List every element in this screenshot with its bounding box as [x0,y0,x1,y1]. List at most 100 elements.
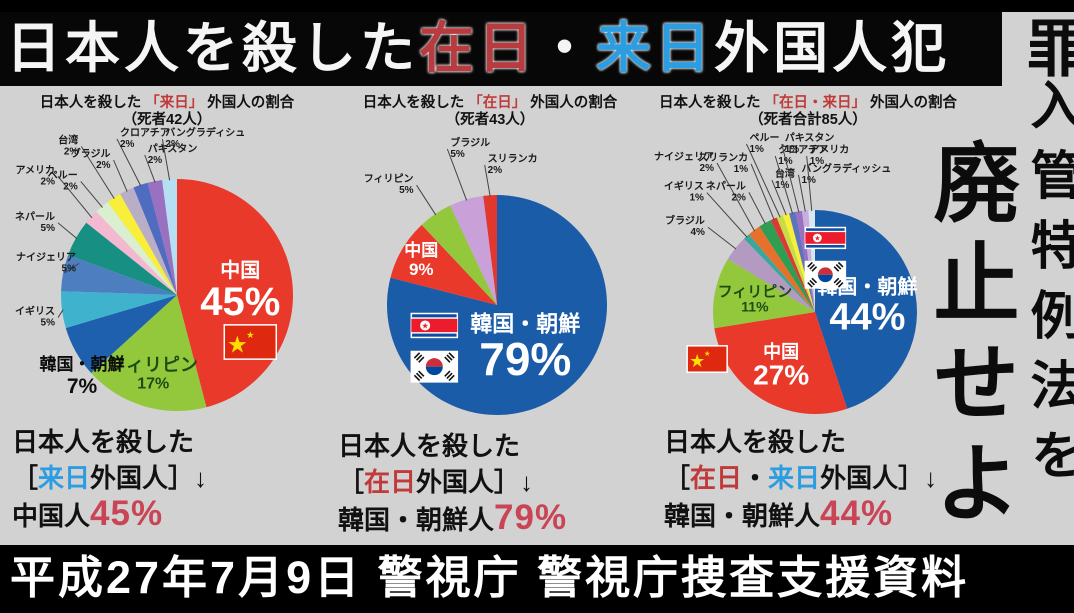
slice-label-pct: 17% [137,376,169,393]
leader-line [484,164,491,197]
slice-label-name: アメリカ [16,164,56,176]
text-part: 来日 [768,463,821,493]
text-part: 日本人を殺した [658,95,765,111]
leader-line [116,138,142,187]
slice-label-pct: 2% [64,146,79,157]
pie-slice [770,217,815,312]
text-part: 中国人 [12,501,91,531]
chart3-title: 日本人を殺した 「在日・来日」 外国人の割合 [632,91,984,112]
slice-label-name: ブラジル [450,136,490,149]
leader-line [771,179,787,216]
pie-slice [450,195,497,305]
text-part: ［ [338,467,365,497]
leader-line [746,143,781,218]
slice-label-pct: 1% [749,144,764,155]
text-part: 79% [494,498,568,537]
slice-label-name: ペルー [48,170,78,181]
leader-line [57,222,78,240]
slice-label-name: パキスタン [148,143,198,155]
slice-label-name: 台湾 [775,167,795,180]
slice-label-name: ペルー [749,133,779,144]
slice-label-name: スリランカ [488,153,538,165]
chart1-subtitle: （死者42人） [122,112,212,128]
text-part: 外国人の割合 [866,95,958,111]
leader-line [797,174,806,212]
slice-label-pct: 2% [96,160,111,171]
south-korea-flag-icon [410,350,459,383]
caption-line: 韓国・朝鮮人44% [664,496,937,534]
slice-label-name: ナイジェリア [654,151,714,163]
slice-label-pct: 2% [148,155,163,166]
slice-label-name: 中国 [404,240,438,260]
caption-line: ［来日外国人］↓ [12,460,207,496]
leader-line [706,192,748,238]
leader-line [113,159,128,192]
pie-slice [65,295,177,373]
text-part: 「来日」 [145,95,204,111]
text-part: ↓ [520,467,534,497]
text-part: 「在日・来日」 [764,95,867,111]
slice-label-pct: 44% [829,297,905,339]
leader-line [806,155,813,212]
pie-slice [61,254,177,295]
slice-label-pct: 11% [741,299,769,315]
text-part: 日本人を殺した [664,427,847,457]
svg-text:★: ★ [227,331,248,357]
slice-label-pct: 5% [41,318,56,329]
slice-label-name: 韓国・朝鮮 [40,354,125,374]
pie-slice [748,226,815,312]
text-part: 在日 [690,463,743,493]
slice-label-pct: 9% [409,260,434,279]
slice-label-pct: 5% [450,149,465,160]
text-part: 外国人の割合 [203,95,295,111]
north-korea-flag-icon: ★ [410,312,459,339]
china-flag-icon: ★★ [686,345,728,373]
vertical-text-column-right: 罪入管特例法を [1006,16,1074,610]
pie-slice [483,195,497,305]
text-part: 外国人犯 [714,17,951,79]
leader-line [774,155,794,214]
slice-label-name: バングラディシュ [165,126,245,139]
chart1-caption: 日本人を殺した ［来日外国人］↓ 中国人45% [12,424,207,534]
slice-label-name: イギリス [664,180,704,193]
caption-line: 中国人45% [12,496,207,534]
caption-line: ［在日外国人］↓ [338,464,567,500]
text-part: 韓国・朝鮮人 [338,505,495,535]
text-part: 外国人］ [416,467,521,497]
caption-line: 日本人を殺した [664,424,937,460]
slice-label-pct: 27% [753,359,809,390]
caption-line: 日本人を殺した [12,424,207,460]
slice-label-pct: 2% [165,139,180,150]
top-border [0,0,1074,12]
title-overflow-char: 罪 [1017,16,1074,78]
caption-line: 韓国・朝鮮人79% [338,500,567,538]
slice-label-name: ネパール [706,180,746,192]
text-part: 外国人の割合 [526,95,618,111]
pie-slice [714,312,848,414]
pie-slice [91,295,207,411]
pie-slice [133,182,177,295]
leader-line [144,154,156,183]
slice-label-pct: 1% [689,193,704,204]
text-part: 来日 [38,463,91,493]
text-part: ・ [742,463,769,493]
text-part: 在日 [364,467,417,497]
text-part: 日本人を殺した [6,17,420,79]
pie-slice [727,238,815,312]
slice-label-pct: 5% [399,185,414,196]
pie-slice [744,234,815,312]
slice-label-name: ナイジェリア [16,251,76,263]
text-part: 「在日」 [468,95,527,111]
slice-label-pct: 5% [41,223,56,234]
slice-label-name: 中国 [220,258,260,282]
chart3-pie: 韓国・朝鮮44%★中国27%★★フィリピン11%ブラジル4%イギリス1%ナイジェ… [654,132,917,414]
slogan-column-1: 入管特例法を [1022,78,1074,498]
pie-slice [759,220,815,312]
text-part: 外国人］ [820,463,925,493]
slice-label-pct: 2% [488,165,503,176]
slice-label-pct: 2% [731,192,746,203]
pie-slice [713,259,815,329]
leader-line [57,176,93,219]
slice-label-name: ブラジル [71,147,111,160]
